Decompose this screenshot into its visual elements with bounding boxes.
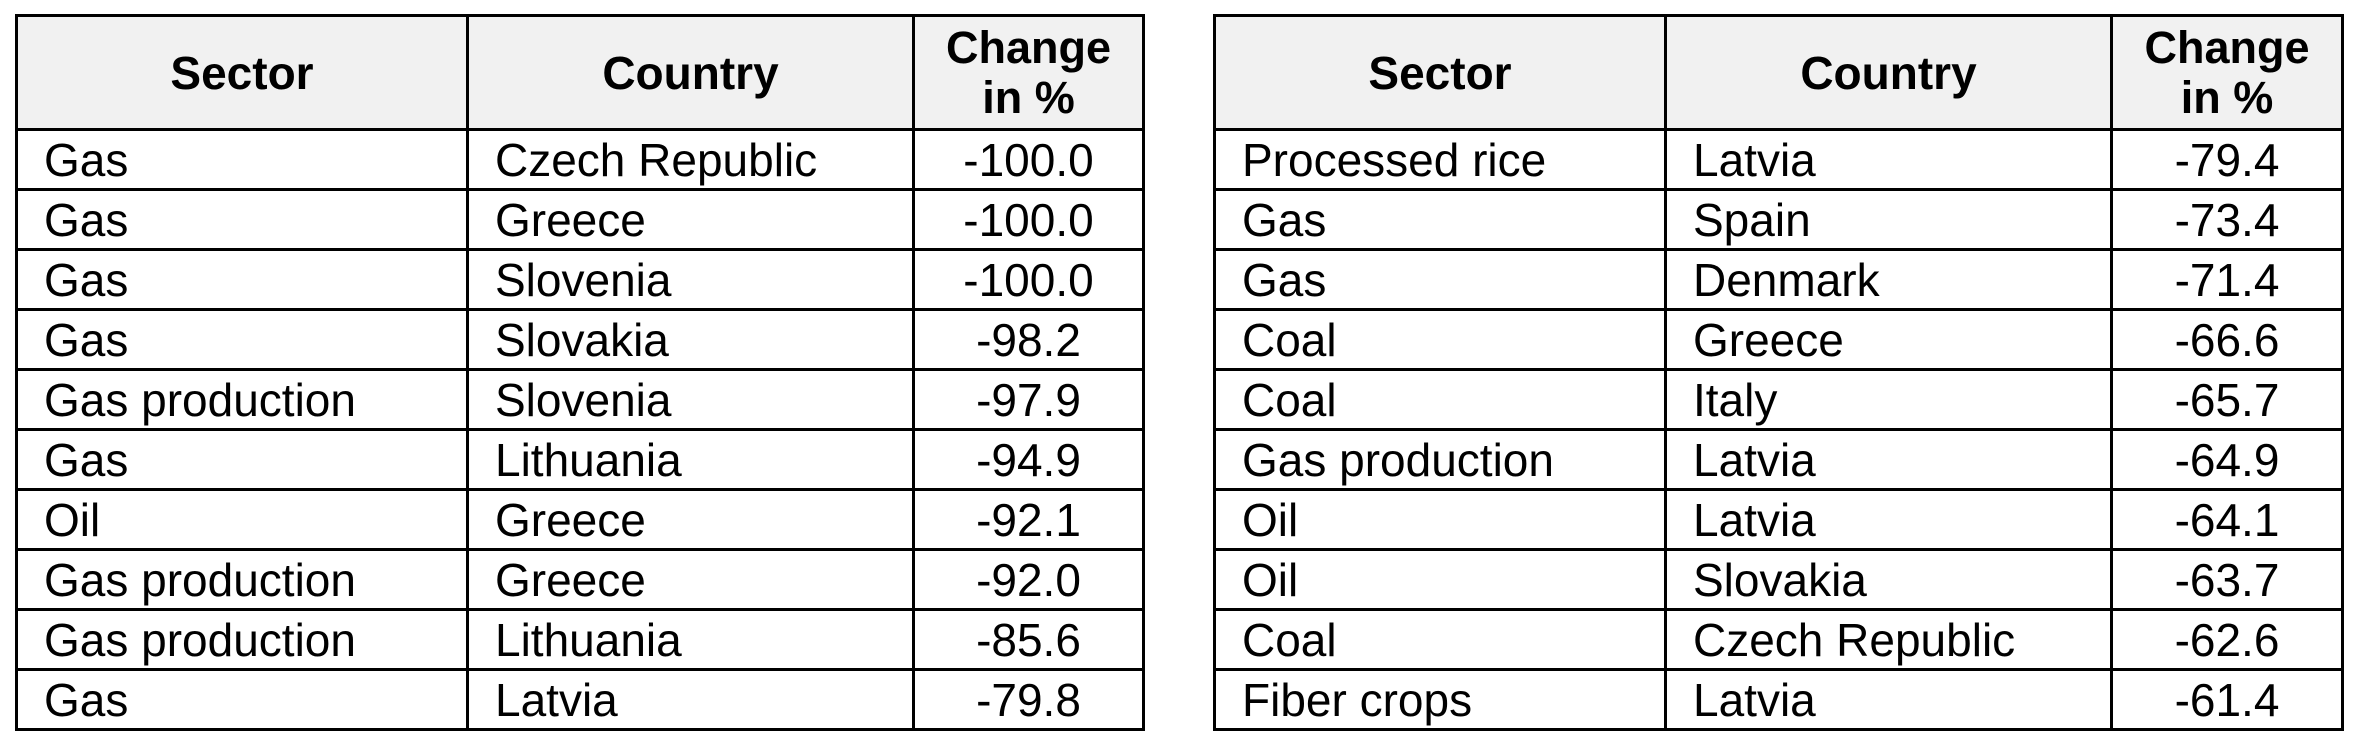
country-cell: Lithuania (466, 608, 915, 671)
change-cell: -61.4 (2110, 668, 2344, 731)
country-cell: Slovenia (466, 368, 915, 431)
change-cell: -71.4 (2110, 248, 2344, 311)
change-cell: -79.4 (2110, 128, 2344, 191)
table-row: Gas Latvia -79.8 (15, 668, 1145, 731)
table-row: Gas Czech Republic -100.0 (15, 128, 1145, 191)
change-cell: -92.0 (912, 548, 1145, 611)
table-row: Gas Slovakia -98.2 (15, 308, 1145, 371)
sector-cell: Processed rice (1213, 128, 1667, 191)
table-row: Gas production Latvia -64.9 (1213, 428, 2344, 491)
header-change: Change in % (2110, 14, 2344, 131)
table-row: Oil Latvia -64.1 (1213, 488, 2344, 551)
table-row: Gas Denmark -71.4 (1213, 248, 2344, 311)
table-row: Coal Italy -65.7 (1213, 368, 2344, 431)
sector-cell: Oil (1213, 488, 1667, 551)
header-country: Country (1664, 14, 2113, 131)
table-row: Gas Greece -100.0 (15, 188, 1145, 251)
change-cell: -100.0 (912, 248, 1145, 311)
country-cell: Slovakia (466, 308, 915, 371)
table-row: Oil Slovakia -63.7 (1213, 548, 2344, 611)
sector-cell: Fiber crops (1213, 668, 1667, 731)
table-row: Gas production Slovenia -97.9 (15, 368, 1145, 431)
country-cell: Latvia (1664, 128, 2113, 191)
table-row: Gas Lithuania -94.9 (15, 428, 1145, 491)
sector-cell: Coal (1213, 368, 1667, 431)
country-cell: Greece (466, 548, 915, 611)
change-cell: -97.9 (912, 368, 1145, 431)
left-table-body: Gas Czech Republic -100.0 Gas Greece -100.0 Ga… (15, 128, 1145, 731)
table-row: Fiber crops Latvia -61.4 (1213, 668, 2344, 731)
change-cell: -100.0 (912, 188, 1145, 251)
change-cell: -94.9 (912, 428, 1145, 491)
country-cell: Italy (1664, 368, 2113, 431)
change-cell: -79.8 (912, 668, 1145, 731)
change-cell: -92.1 (912, 488, 1145, 551)
right-table: Sector Country Change in % Processed rice… (1213, 14, 2344, 731)
change-cell: -98.2 (912, 308, 1145, 371)
sector-cell: Coal (1213, 308, 1667, 371)
sector-cell: Gas (15, 428, 469, 491)
table-row: Gas production Greece -92.0 (15, 548, 1145, 611)
left-table: Sector Country Change in % Gas Czech Repub… (15, 14, 1145, 731)
change-cell: -100.0 (912, 128, 1145, 191)
change-cell: -65.7 (2110, 368, 2344, 431)
change-cell: -66.6 (2110, 308, 2344, 371)
sector-cell: Oil (1213, 548, 1667, 611)
header-row: Sector Country Change in % (15, 14, 1145, 131)
change-cell: -64.9 (2110, 428, 2344, 491)
country-cell: Greece (466, 188, 915, 251)
sector-cell: Oil (15, 488, 469, 551)
country-cell: Latvia (1664, 428, 2113, 491)
header-row: Sector Country Change in % (1213, 14, 2344, 131)
change-cell: -64.1 (2110, 488, 2344, 551)
country-cell: Czech Republic (466, 128, 915, 191)
country-cell: Greece (466, 488, 915, 551)
header-change-line2: in % (2180, 71, 2274, 123)
country-cell: Spain (1664, 188, 2113, 251)
change-cell: -63.7 (2110, 548, 2344, 611)
header-change-line1: Change (945, 21, 1111, 73)
header-change-line1: Change (2144, 21, 2310, 73)
header-sector: Sector (15, 14, 469, 131)
table-row: Coal Czech Republic -62.6 (1213, 608, 2344, 671)
country-cell: Slovakia (1664, 548, 2113, 611)
table-row: Gas production Lithuania -85.6 (15, 608, 1145, 671)
table-row: Coal Greece -66.6 (1213, 308, 2344, 371)
country-cell: Latvia (1664, 668, 2113, 731)
table-row: Oil Greece -92.1 (15, 488, 1145, 551)
change-cell: -62.6 (2110, 608, 2344, 671)
sector-cell: Gas production (15, 608, 469, 671)
table-row: Gas Slovenia -100.0 (15, 248, 1145, 311)
sector-cell: Gas (15, 128, 469, 191)
sector-cell: Gas (15, 308, 469, 371)
country-cell: Slovenia (466, 248, 915, 311)
header-change: Change in % (912, 14, 1145, 131)
country-cell: Lithuania (466, 428, 915, 491)
table-row: Gas Spain -73.4 (1213, 188, 2344, 251)
country-cell: Latvia (1664, 488, 2113, 551)
sector-cell: Gas production (15, 368, 469, 431)
left-table-header: Sector Country Change in % (15, 14, 1145, 131)
sector-cell: Gas (1213, 248, 1667, 311)
header-country: Country (466, 14, 915, 131)
change-cell: -73.4 (2110, 188, 2344, 251)
header-sector: Sector (1213, 14, 1667, 131)
sector-cell: Gas (1213, 188, 1667, 251)
country-cell: Greece (1664, 308, 2113, 371)
header-change-line2: in % (982, 71, 1075, 123)
sector-cell: Gas (15, 248, 469, 311)
sector-cell: Gas production (1213, 428, 1667, 491)
right-table-header: Sector Country Change in % (1213, 14, 2344, 131)
sector-cell: Coal (1213, 608, 1667, 671)
country-cell: Latvia (466, 668, 915, 731)
country-cell: Denmark (1664, 248, 2113, 311)
sector-cell: Gas (15, 668, 469, 731)
change-cell: -85.6 (912, 608, 1145, 671)
country-cell: Czech Republic (1664, 608, 2113, 671)
right-table-body: Processed rice Latvia -79.4 Gas Spain -73.4 Ga… (1213, 128, 2344, 731)
table-row: Processed rice Latvia -79.4 (1213, 128, 2344, 191)
sector-cell: Gas production (15, 548, 469, 611)
sector-cell: Gas (15, 188, 469, 251)
